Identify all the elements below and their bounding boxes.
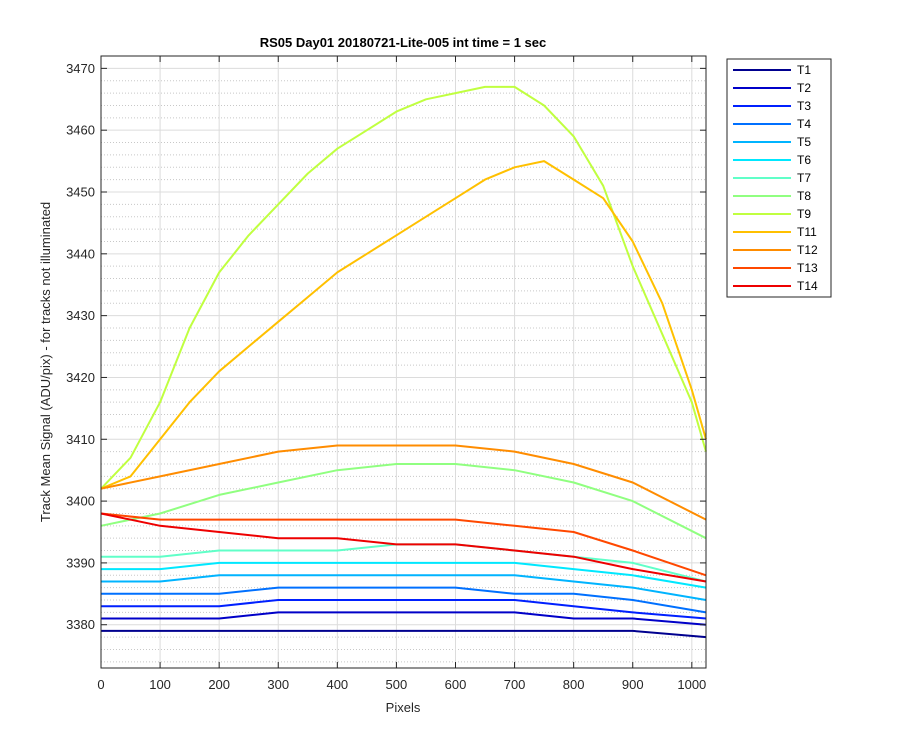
legend-label-t14: T14 (797, 279, 818, 293)
series-group (100, 85, 707, 639)
y-tick-label: 3450 (66, 185, 95, 200)
ticks: 0 100 200 300 400 500 600 700 800 900 1000 3380 3390… (66, 56, 706, 692)
legend-label-t6: T6 (797, 153, 811, 167)
series-line-t3 (101, 599, 707, 620)
legend: T1 T2 T3 T4 T5 T6 T7 T8 T9 T11 T12 T13 T14 (726, 58, 832, 298)
x-tick-label: 700 (504, 677, 526, 692)
series-line-t9 (100, 85, 707, 490)
y-tick-label: 3400 (66, 494, 95, 509)
series-line-t6 (101, 561, 707, 589)
legend-label-t12: T12 (797, 243, 818, 257)
y-tick-label: 3420 (66, 370, 95, 385)
y-tick-label: 3460 (66, 123, 95, 138)
legend-label-t13: T13 (797, 261, 818, 275)
plot-area (101, 56, 706, 668)
chart-title: RS05 Day01 20180721-Lite-005 int time = … (260, 35, 547, 50)
legend-label-t9: T9 (797, 207, 811, 221)
x-tick-label: 1000 (677, 677, 706, 692)
x-tick-label: 100 (149, 677, 171, 692)
legend-label-t4: T4 (797, 117, 811, 131)
series-line-t11 (100, 160, 707, 490)
x-tick-label: 0 (97, 677, 104, 692)
y-tick-label: 3380 (66, 617, 95, 632)
series-line-t5 (101, 574, 707, 601)
x-axis-title: Pixels (386, 700, 421, 715)
legend-label-t3: T3 (797, 99, 811, 113)
series-line-t2 (101, 611, 707, 626)
y-tick-label: 3440 (66, 246, 95, 261)
x-tick-label: 200 (208, 677, 230, 692)
y-axis-title: Track Mean Signal (ADU/pix) - for tracks… (38, 202, 53, 522)
y-tick-label: 3430 (66, 308, 95, 323)
series-line-t1 (101, 629, 707, 639)
y-tick-label: 3470 (66, 61, 95, 76)
series-line-t8 (100, 463, 707, 540)
legend-label-t7: T7 (797, 171, 811, 185)
x-tick-label: 300 (267, 677, 289, 692)
x-tick-label: 500 (386, 677, 408, 692)
legend-label-t2: T2 (797, 81, 811, 95)
y-tick-label: 3390 (66, 555, 95, 570)
y-tick-label: 3410 (66, 432, 95, 447)
legend-label-t8: T8 (797, 189, 811, 203)
legend-label-t5: T5 (797, 135, 811, 149)
series-line-t14 (100, 512, 707, 583)
series-line-t4 (101, 586, 707, 614)
x-tick-label: 900 (622, 677, 644, 692)
x-tick-label: 800 (563, 677, 585, 692)
plot-frame (100, 55, 707, 669)
series-line-t12 (100, 444, 707, 521)
grid (100, 55, 706, 668)
x-tick-label: 400 (326, 677, 348, 692)
x-tick-label: 600 (445, 677, 467, 692)
series-line-t13 (100, 512, 707, 577)
legend-label-t11: T11 (797, 225, 817, 239)
legend-label-t1: T1 (797, 63, 811, 77)
